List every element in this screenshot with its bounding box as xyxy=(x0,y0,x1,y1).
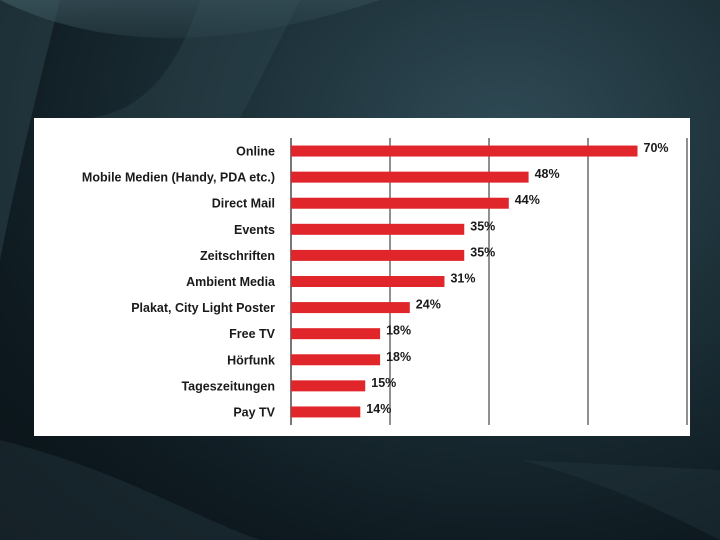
bar xyxy=(291,197,509,209)
category-label: Events xyxy=(234,223,275,237)
bar xyxy=(291,406,361,418)
category-label: Pay TV xyxy=(233,405,275,419)
value-label: 35% xyxy=(470,245,495,259)
bar xyxy=(291,354,381,366)
bar xyxy=(291,171,529,183)
bar xyxy=(291,145,638,157)
category-label: Plakat, City Light Poster xyxy=(131,301,275,315)
value-label: 14% xyxy=(366,402,391,416)
category-label: Hörfunk xyxy=(227,353,275,367)
bar xyxy=(291,276,445,287)
value-label: 18% xyxy=(386,324,411,338)
category-label: Mobile Medien (Handy, PDA etc.) xyxy=(82,171,275,185)
value-label: 70% xyxy=(644,141,669,155)
value-label: 35% xyxy=(470,219,495,233)
bar-chart: Online 70% Mobile Medien (Handy, PDA etc.)… xyxy=(82,138,688,425)
value-label: 15% xyxy=(371,376,396,390)
category-label: Direct Mail xyxy=(212,197,275,211)
bar xyxy=(291,328,381,340)
bar xyxy=(291,302,410,314)
category-label: Free TV xyxy=(229,327,276,341)
bar xyxy=(291,380,366,392)
bar xyxy=(291,249,465,261)
chart-panel: Online 70% Mobile Medien (Handy, PDA etc.)… xyxy=(34,118,690,436)
category-label: Zeitschriften xyxy=(200,249,275,263)
bar xyxy=(291,223,465,235)
category-label: Ambient Media xyxy=(186,275,276,289)
value-label: 24% xyxy=(416,298,441,312)
value-label: 18% xyxy=(386,350,411,364)
value-label: 31% xyxy=(450,272,475,286)
category-label: Online xyxy=(236,145,275,159)
category-label: Tageszeitungen xyxy=(181,379,275,393)
value-label: 48% xyxy=(535,167,560,181)
value-label: 44% xyxy=(515,193,540,207)
